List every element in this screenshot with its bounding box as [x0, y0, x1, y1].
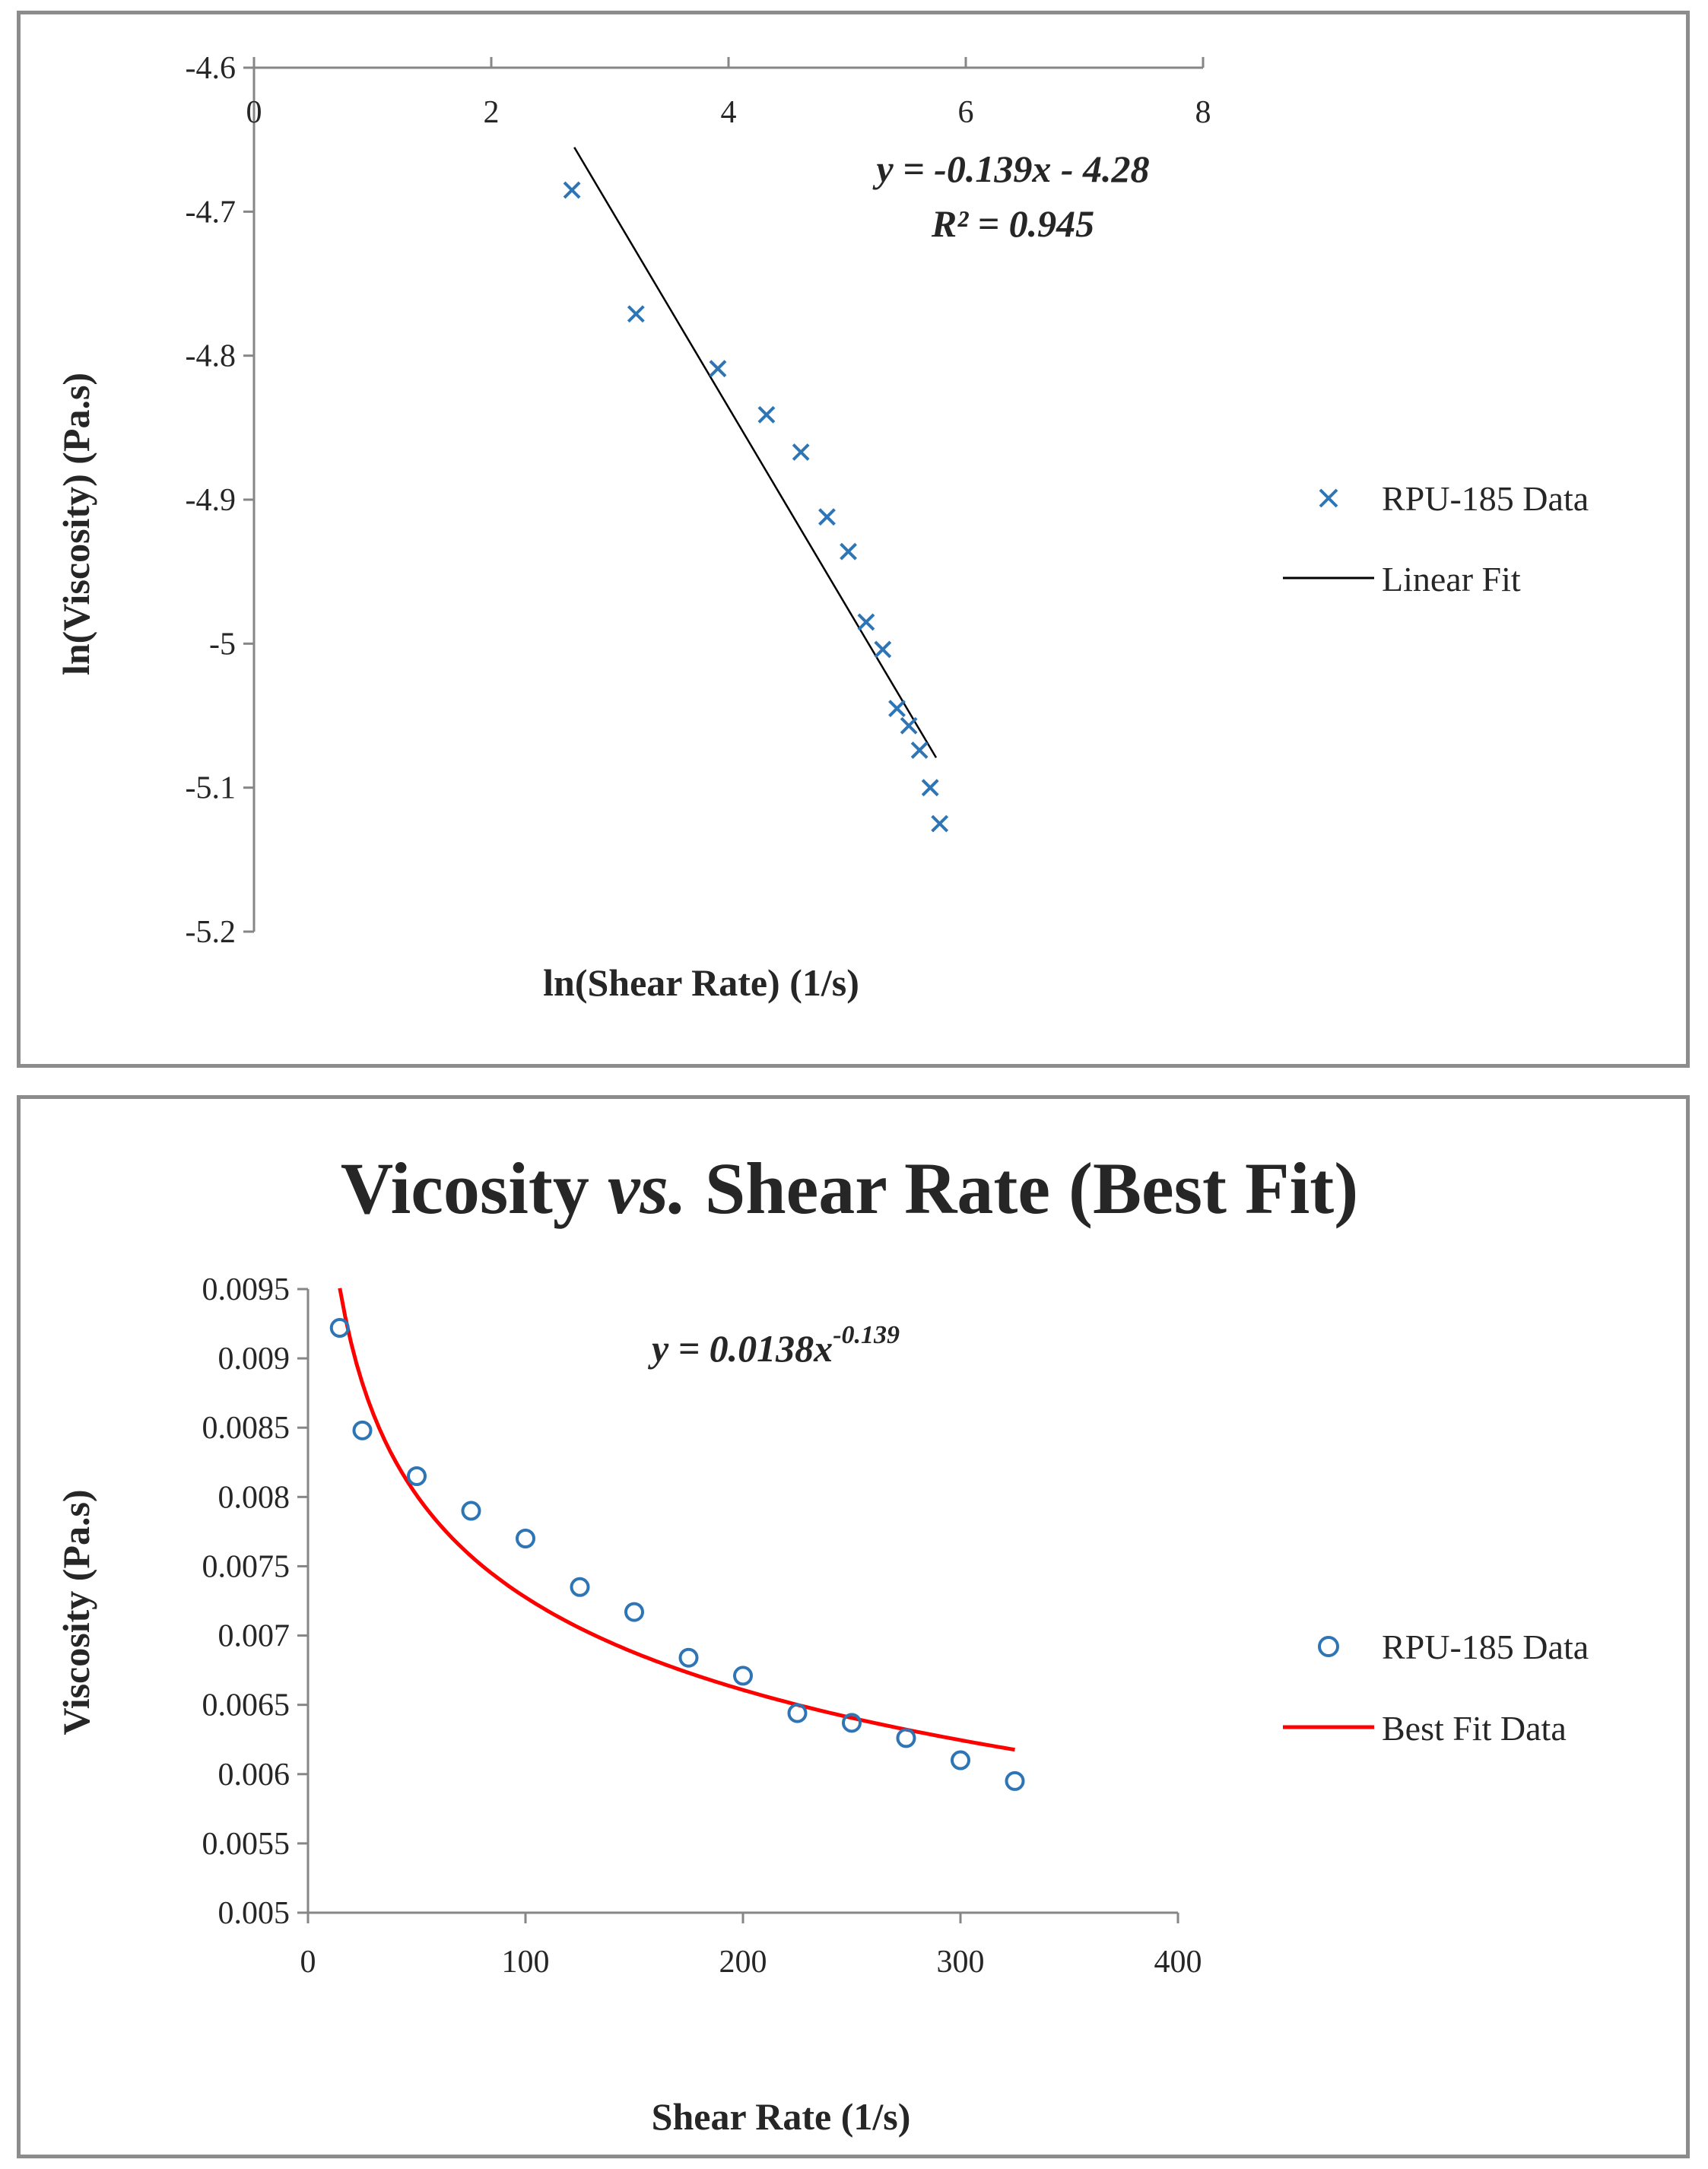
data-point: [407, 1466, 427, 1486]
y-tick-label: -4.7: [186, 195, 237, 230]
x-tick-label: 4: [721, 95, 737, 130]
data-point: [787, 1703, 808, 1723]
y-tick-label: -5: [209, 627, 236, 662]
x-tick-label: 300: [937, 1945, 985, 1980]
data-point: [757, 405, 776, 424]
x-tick-label: 0: [246, 95, 262, 130]
best-fit-chart-panel: Vicosity vs. Shear Rate (Best Fit) 0.009…: [17, 1095, 1690, 2158]
y-tick-label: -5.2: [186, 915, 237, 950]
data-point: [329, 1318, 350, 1339]
data-point: [1005, 1770, 1025, 1791]
y-tick-label: 0.0075: [202, 1549, 290, 1584]
data-point: [900, 716, 918, 735]
x-tick-label: 6: [958, 95, 974, 130]
data-point: [910, 742, 929, 759]
y-tick-label: 0.0055: [202, 1827, 290, 1862]
data-point: [818, 508, 836, 526]
data-point: [842, 1713, 862, 1733]
data-point: [951, 1750, 970, 1770]
legend-label-data: RPU-185 Data: [1382, 1628, 1589, 1666]
x-tick-label: 100: [502, 1945, 550, 1980]
fit-equation: y = -0.139x - 4.28: [873, 148, 1150, 190]
y-tick-label: 0.009: [218, 1342, 290, 1377]
y-tick-label: 0.008: [218, 1480, 290, 1515]
y-tick-label: -4.9: [186, 483, 237, 518]
data-point: [931, 815, 949, 833]
x-axis-title: Shear Rate (1/s): [652, 2095, 911, 2138]
y-tick-label: 0.005: [218, 1896, 290, 1931]
y-tick-label: -4.6: [186, 51, 237, 86]
data-point: [624, 1602, 644, 1622]
legend: RPU-185 Data Linear Fit: [1283, 479, 1589, 599]
y-tick-label: -4.8: [186, 339, 237, 374]
data-point: [896, 1728, 916, 1748]
data-point: [352, 1420, 373, 1440]
y-tick-label: -5.1: [186, 771, 237, 806]
linear-fit-chart-panel: -4.6 -4.7 -4.8 -4.9 -5 -5.1 -5.2 0 2 4 6 8 ln(Shea…: [17, 11, 1690, 1068]
chart-title: Vicosity vs. Shear Rate (Best Fit): [341, 1148, 1358, 1229]
data-point: [857, 613, 875, 631]
legend-label-fit: Linear Fit: [1382, 560, 1521, 599]
data-point: [570, 1577, 590, 1597]
data-point: [733, 1666, 753, 1686]
linear-fit-chart: -4.6 -4.7 -4.8 -4.9 -5 -5.1 -5.2 0 2 4 6 8 ln(Shea…: [55, 51, 1589, 1004]
legend-marker-data: [1319, 488, 1338, 508]
x-axis-title: ln(Shear Rate) (1/s): [543, 961, 859, 1004]
x-tick-label: 0: [300, 1945, 316, 1980]
x-tick-label: 400: [1154, 1945, 1202, 1980]
data-point: [461, 1501, 481, 1521]
r-squared: R² = 0.945: [931, 202, 1094, 245]
x-tick-label: 200: [719, 1945, 767, 1980]
y-tick-label: 0.006: [218, 1758, 290, 1793]
data-point: [792, 443, 810, 461]
legend-x-glyph: [1319, 488, 1338, 508]
y-tick-label: 0.0065: [202, 1688, 290, 1723]
data-point: [678, 1647, 699, 1668]
legend: RPU-185 Data Best Fit Data: [1283, 1628, 1589, 1748]
y-tick-label: 0.007: [218, 1619, 290, 1654]
data-point: [627, 305, 645, 323]
fit-equation: y = 0.0138x-0.139: [648, 1321, 900, 1370]
legend-label-fit: Best Fit Data: [1382, 1709, 1567, 1748]
data-point: [709, 360, 727, 378]
y-tick-label: 0.0095: [202, 1272, 290, 1307]
best-fit-chart: Vicosity vs. Shear Rate (Best Fit) 0.009…: [55, 1148, 1589, 2138]
y-axis-title: Viscosity (Pa.s): [55, 1489, 97, 1735]
x-tick-label: 8: [1195, 95, 1211, 130]
data-point: [874, 640, 892, 659]
legend-marker-data: [1318, 1636, 1339, 1657]
linear-fit-line: [573, 147, 938, 758]
best-fit-curve: [338, 1288, 1015, 1752]
data-point: [840, 542, 857, 561]
legend-label-data: RPU-185 Data: [1382, 479, 1589, 518]
data-point: [888, 700, 906, 717]
data-point: [563, 181, 581, 199]
data-point: [921, 779, 939, 797]
y-axis-title: ln(Viscosity) (Pa.s): [55, 373, 97, 675]
data-point: [516, 1529, 535, 1548]
x-tick-label: 2: [484, 95, 500, 130]
y-tick-label: 0.0085: [202, 1411, 290, 1446]
